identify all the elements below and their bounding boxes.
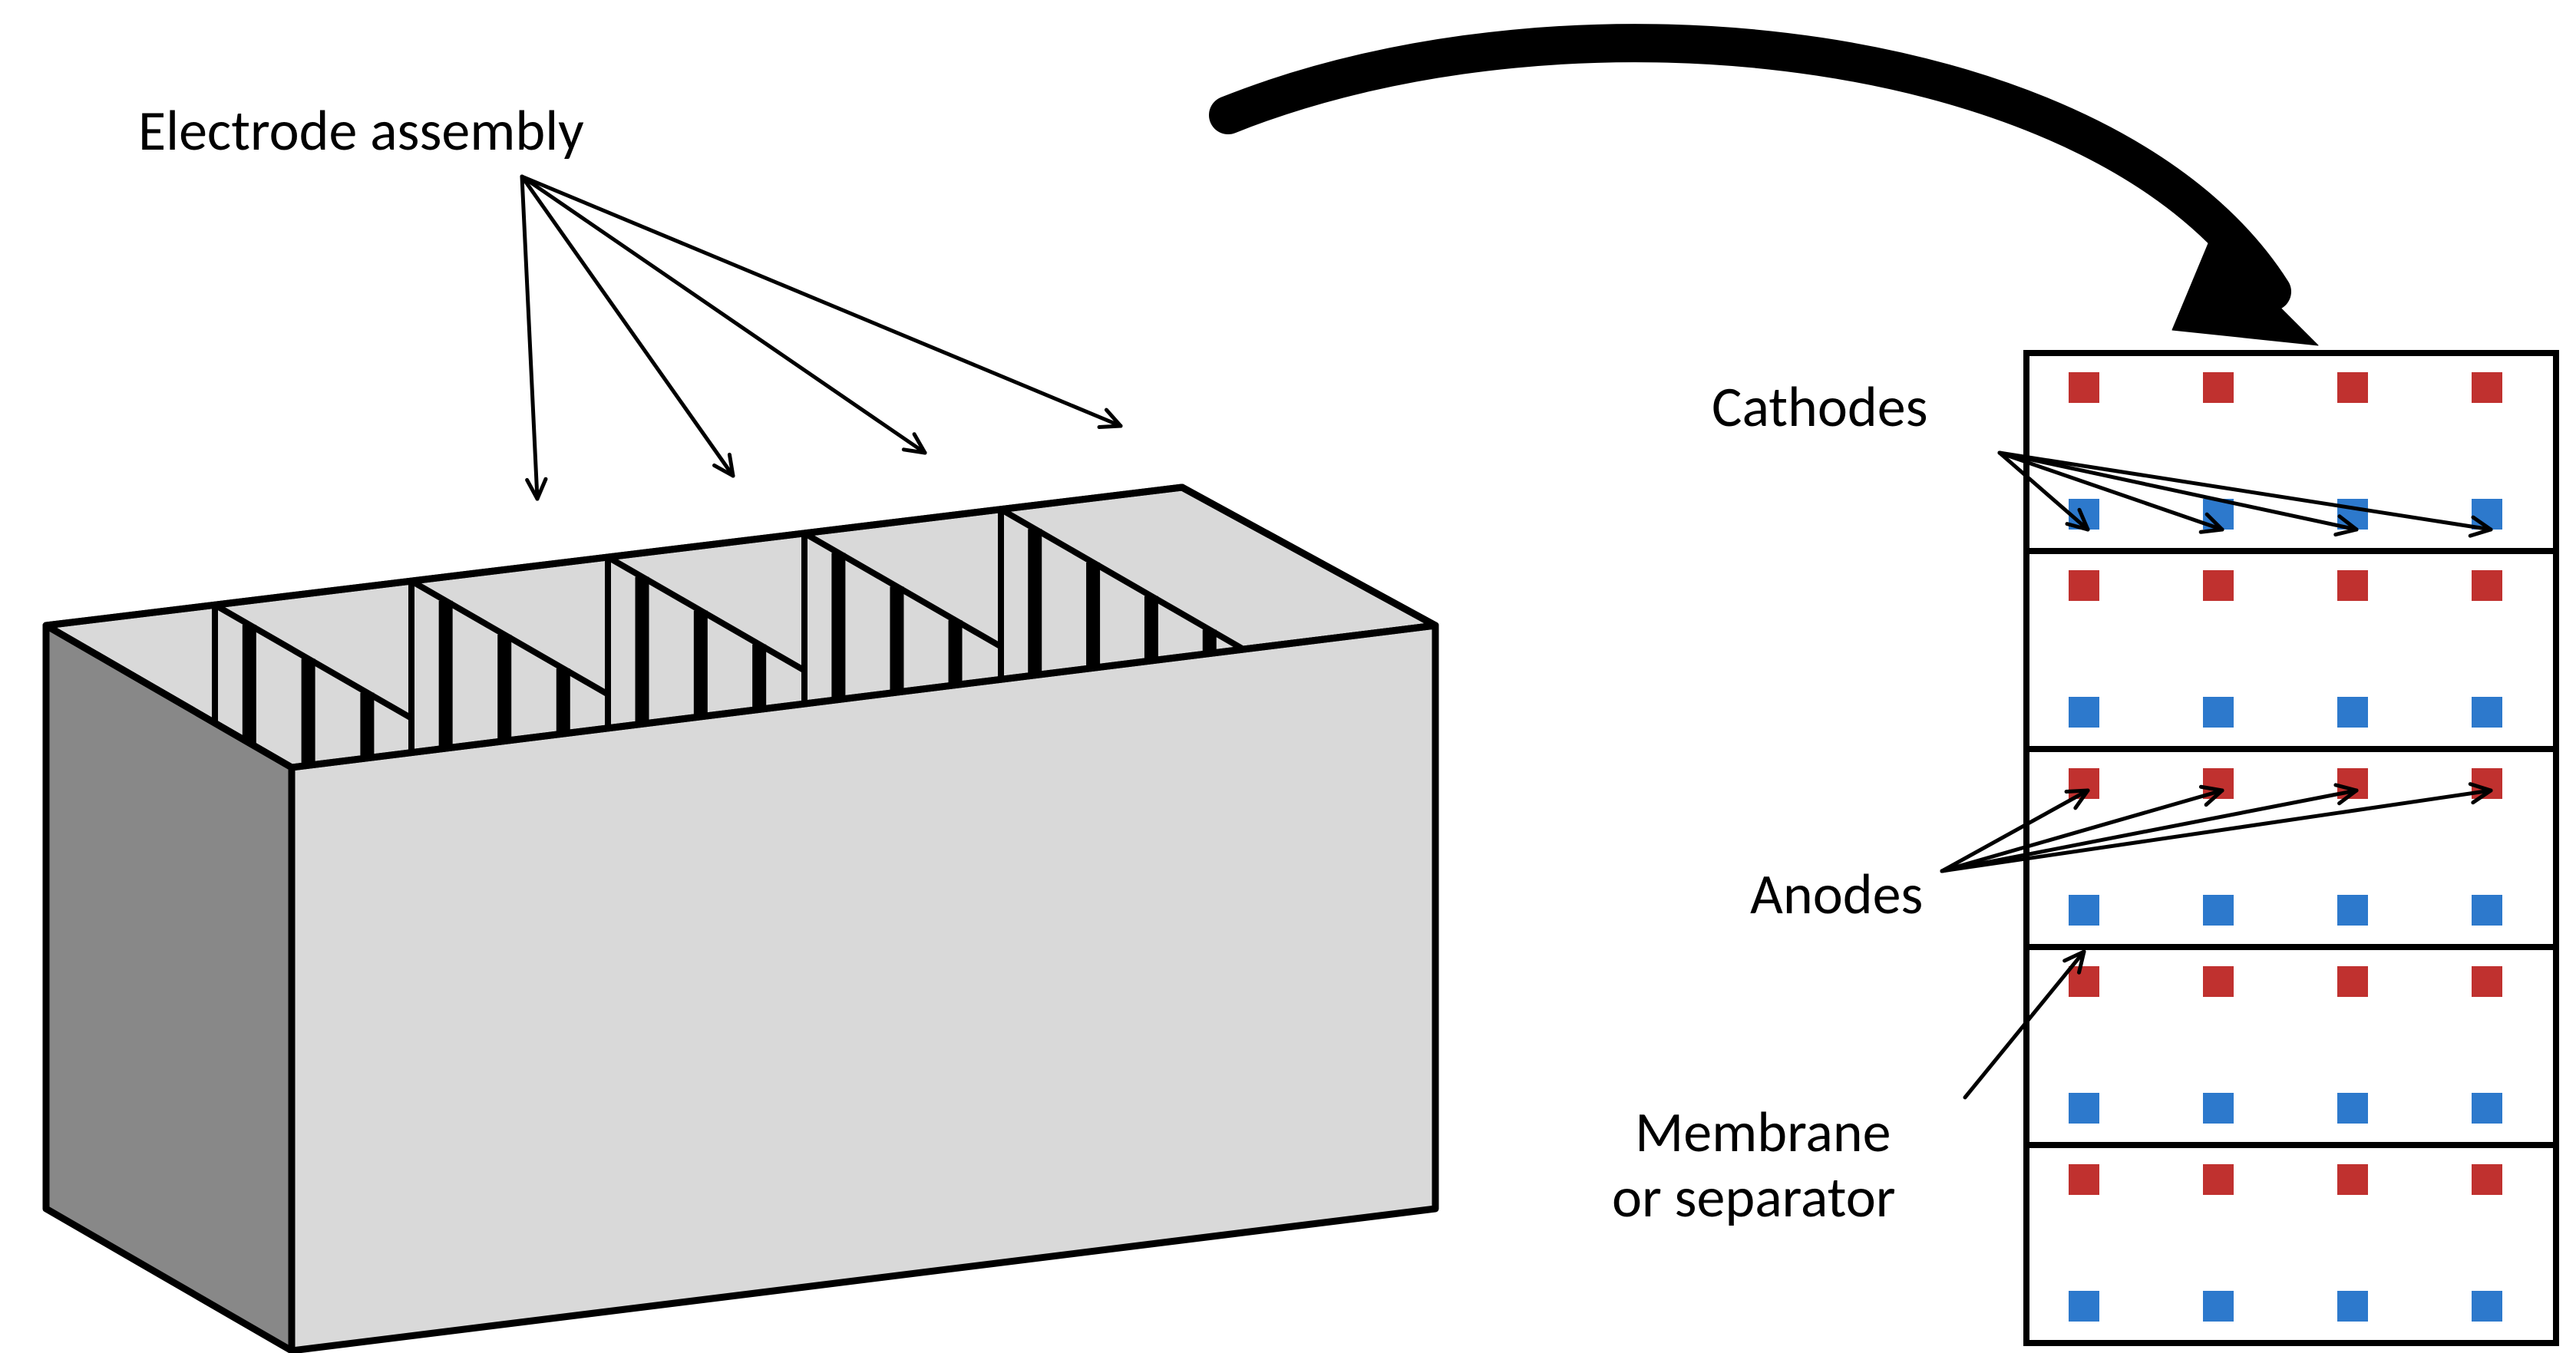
anode-square [2203,372,2234,403]
anode-square [2203,570,2234,601]
cathode-square [2472,1093,2502,1124]
cathode-square [2069,1093,2099,1124]
cathode-square [2337,1093,2368,1124]
anode-square [2069,372,2099,403]
anode-square [2337,570,2368,601]
anode-square [2337,372,2368,403]
anode-square [2069,966,2099,997]
anode-square [2472,966,2502,997]
cathode-square [2337,895,2368,926]
cathode-square [2203,895,2234,926]
anode-square [2203,1164,2234,1195]
label-cathodes: Cathodes [1712,372,1928,441]
cathode-square [2069,895,2099,926]
label-membrane-line2: or separator [1612,1163,1896,1232]
anode-square [2203,966,2234,997]
cathode-square [2203,1093,2234,1124]
anode-square [2472,570,2502,601]
cathode-square [2069,697,2099,728]
label-membrane-line1: Membrane [1635,1097,1891,1167]
cathode-square [2203,1291,2234,1322]
callout-arrow [1228,43,2318,345]
cathode-square [2337,1291,2368,1322]
cathode-square [2069,1291,2099,1322]
anode-square [2069,570,2099,601]
anode-square [2069,1164,2099,1195]
anode-square [2472,1164,2502,1195]
label-electrode-assembly: Electrode assembly [138,96,584,165]
cathode-square [2203,697,2234,728]
cathode-square [2472,895,2502,926]
label-anodes: Anodes [1750,860,1923,929]
anode-square [2337,966,2368,997]
cathode-square [2472,1291,2502,1322]
cathode-square [2337,697,2368,728]
anode-square [2472,372,2502,403]
cathode-square [2472,697,2502,728]
anode-square [2337,1164,2368,1195]
